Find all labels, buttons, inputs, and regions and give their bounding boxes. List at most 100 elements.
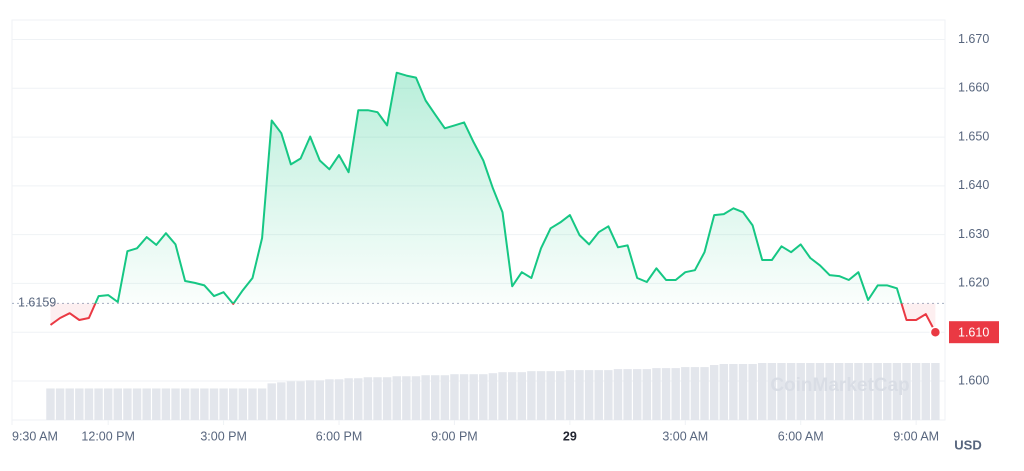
volume-bar: [277, 382, 286, 420]
volume-bar: [142, 388, 151, 420]
volume-bar: [94, 388, 103, 420]
volume-bar: [527, 371, 536, 420]
volume-bar: [267, 383, 276, 420]
volume-bar: [498, 372, 507, 420]
volume-bar: [440, 375, 450, 420]
last-price-label: 1.610: [958, 325, 989, 339]
x-tick-label: 12:00 PM: [81, 429, 135, 443]
volume-bar: [334, 379, 344, 420]
volume-bar: [854, 363, 863, 420]
x-tick-label: 6:00 PM: [316, 429, 363, 443]
volume-bar: [46, 388, 55, 420]
price: [12, 71, 945, 338]
volume-bar: [738, 364, 748, 420]
volume-bar: [546, 371, 555, 420]
plot-frame: [11, 19, 946, 421]
volume-bar: [911, 363, 921, 420]
y-tick-label: 1.650: [958, 129, 989, 143]
volume: [46, 363, 940, 420]
volume-bar: [190, 388, 199, 420]
volume-bar: [103, 388, 113, 420]
volume-bar: [75, 388, 84, 420]
volume-bar: [575, 370, 584, 420]
area-up: [95, 72, 902, 304]
volume-bar: [209, 388, 219, 420]
volume-bar: [671, 368, 680, 420]
y-tick-label: 1.640: [958, 178, 989, 192]
volume-bar: [286, 381, 296, 420]
volume-bar: [180, 388, 190, 420]
volume-bar: [113, 388, 123, 420]
volume-bar: [632, 369, 642, 420]
volume-bar: [892, 363, 902, 420]
x-tick-label: 6:00 AM: [778, 429, 824, 443]
y-axis-unit: USD: [954, 437, 981, 452]
volume-bar: [642, 369, 652, 420]
volume-bar: [690, 367, 700, 420]
last-price-tag: [949, 321, 999, 344]
volume-bar: [873, 363, 882, 420]
volume-bar: [604, 370, 613, 420]
volume-bar: [536, 371, 546, 420]
volume-bar: [171, 388, 180, 420]
volume-bar: [902, 363, 911, 420]
volume-bar: [373, 377, 382, 420]
volume-bar: [584, 370, 594, 420]
y-tick-label: 1.600: [958, 373, 989, 387]
volume-bar: [421, 375, 430, 420]
volume-bar: [392, 376, 401, 420]
volume-bar: [161, 388, 171, 420]
y-tick-label: 1.670: [958, 32, 989, 46]
volume-bar: [767, 363, 777, 420]
volume-bar: [661, 368, 671, 420]
volume-bar: [556, 371, 565, 420]
volume-bar: [844, 363, 854, 420]
volume-bar: [382, 377, 392, 420]
volume-bar: [200, 388, 209, 420]
volume-bar: [257, 388, 267, 420]
watermark: CoinMarketCap: [770, 375, 909, 396]
volume-bar: [431, 375, 440, 420]
volume-bar: [921, 363, 930, 420]
volume-bar: [55, 388, 65, 420]
volume-bar: [863, 363, 873, 420]
volume-bar: [507, 372, 517, 420]
volume-bar: [123, 388, 132, 420]
volume-bar: [623, 369, 632, 420]
y-tick-label: 1.630: [958, 227, 989, 241]
volume-bar: [450, 374, 459, 420]
volume-bar: [132, 388, 142, 420]
volume-bar: [613, 369, 623, 420]
volume-bar: [219, 388, 228, 420]
x-tick-label: 3:00 AM: [662, 429, 708, 443]
volume-bar: [238, 388, 248, 420]
volume-bar: [883, 363, 892, 420]
volume-bar: [152, 388, 161, 420]
x-tick-label: 9:00 AM: [893, 429, 939, 443]
volume-bar: [758, 363, 767, 420]
baseline-label: 1.6159: [18, 296, 56, 310]
last-point: [929, 326, 942, 338]
volume-bar: [325, 379, 334, 420]
volume-bar: [479, 374, 488, 420]
volume-bar: [344, 378, 353, 420]
volume-bar: [305, 380, 315, 420]
volume-bar: [681, 367, 690, 420]
volume-bar: [825, 363, 834, 420]
volume-bar: [719, 364, 728, 420]
volume-bar: [652, 368, 661, 420]
x-tick-label: 3:00 PM: [200, 429, 247, 443]
volume-bar: [748, 364, 757, 420]
volume-bar: [65, 388, 74, 420]
volume-bar: [229, 388, 238, 420]
volume-bar: [777, 363, 786, 420]
volume-bar: [248, 388, 257, 420]
volume-bar: [488, 373, 498, 420]
price-line: [49, 71, 937, 333]
volume-bar: [700, 367, 709, 420]
volume-bar: [296, 381, 305, 420]
volume-bar: [806, 363, 815, 420]
volume-bar: [469, 374, 478, 420]
